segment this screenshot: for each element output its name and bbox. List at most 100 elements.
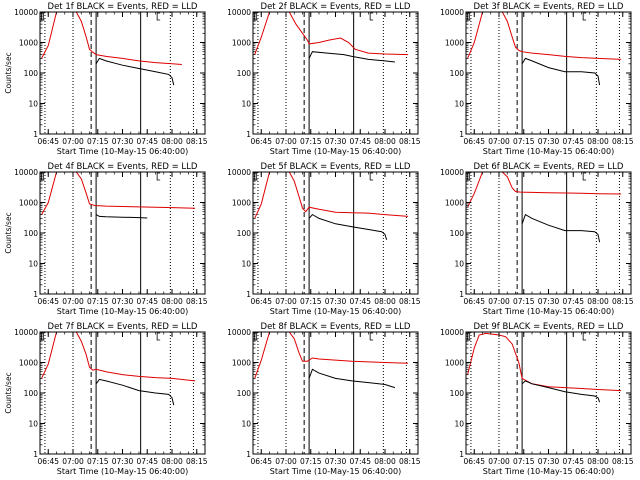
interval-marker — [369, 172, 374, 181]
y-tick-label: 10000 — [440, 328, 464, 337]
interval-marker — [40, 12, 44, 21]
y-axis-label: Counts/sec — [4, 52, 13, 93]
x-tick-label: 07:30 — [112, 297, 134, 306]
x-tick-label: 06:45 — [250, 137, 272, 146]
interval-marker — [156, 172, 161, 181]
lld-series — [254, 332, 409, 379]
x-tick-label: 08:15 — [186, 457, 208, 466]
lld-series — [467, 172, 622, 208]
y-tick-label: 100 — [450, 229, 465, 238]
x-tick-label: 07:00 — [275, 457, 297, 466]
events-series — [95, 214, 148, 219]
x-tick-label: 07:45 — [136, 457, 158, 466]
x-tick-label: 06:45 — [250, 457, 272, 466]
y-tick-label: 10000 — [227, 328, 251, 337]
x-tick-label: 07:45 — [562, 137, 584, 146]
y-axis-label: Counts/sec — [4, 212, 13, 253]
interval-marker — [253, 12, 257, 21]
x-tick-label: 06:45 — [37, 137, 59, 146]
y-tick-label: 10000 — [14, 8, 38, 17]
panel-5: Det 5f BLACK = Events, RED = LLD 1 10 100 10… — [227, 162, 421, 316]
panel-8: Det 8f BLACK = Events, RED = LLD 1 10 100 10… — [227, 322, 421, 476]
panel-title: Det 9f BLACK = Events, RED = LLD — [474, 322, 624, 332]
x-tick-label: 08:15 — [186, 137, 208, 146]
y-tick-label: 10 — [454, 260, 464, 269]
interval-marker — [582, 12, 587, 21]
y-tick-label: 10 — [241, 100, 251, 109]
lld-series — [41, 172, 196, 215]
plot-frame — [252, 171, 419, 295]
interval-marker — [40, 172, 44, 181]
x-tick-label: 06:45 — [463, 457, 485, 466]
x-tick-label: 08:00 — [587, 297, 609, 306]
y-tick-label: 100 — [237, 389, 252, 398]
panel-9: Det 9f BLACK = Events, RED = LLD 1 10 100 10… — [440, 322, 634, 476]
x-tick-label: 07:15 — [513, 297, 535, 306]
x-tick-label: 07:15 — [300, 137, 322, 146]
x-tick-label: 07:15 — [87, 457, 109, 466]
lld-series — [254, 12, 409, 56]
y-tick-label: 100 — [24, 389, 39, 398]
plot-frame — [39, 11, 206, 135]
x-tick-label: 08:15 — [612, 297, 634, 306]
events-series — [521, 380, 601, 403]
plot-frame — [465, 171, 632, 295]
x-axis-label: Start Time (10-May-15 06:40:00) — [57, 147, 188, 156]
lld-series — [41, 332, 196, 382]
y-tick-label: 100 — [237, 69, 252, 78]
x-tick-label: 07:45 — [349, 297, 371, 306]
x-tick-label: 08:15 — [612, 457, 634, 466]
panel-title: Det 2f BLACK = Events, RED = LLD — [261, 2, 411, 12]
events-series — [308, 213, 388, 240]
y-tick-label: 10000 — [440, 8, 464, 17]
x-axis-label: Start Time (10-May-15 06:40:00) — [270, 147, 401, 156]
interval-marker — [369, 12, 374, 21]
x-axis-label: Start Time (10-May-15 06:40:00) — [483, 307, 614, 316]
x-axis-label: Start Time (10-May-15 06:40:00) — [57, 307, 188, 316]
events-series — [521, 213, 601, 243]
y-tick-label: 100 — [237, 229, 252, 238]
x-tick-label: 08:15 — [612, 137, 634, 146]
x-axis-label: Start Time (10-May-15 06:40:00) — [483, 147, 614, 156]
x-tick-label: 07:00 — [488, 457, 510, 466]
plot-frame — [39, 171, 206, 295]
panel-6: Det 6f BLACK = Events, RED = LLD 1 10 100 10… — [440, 162, 634, 316]
x-tick-label: 08:00 — [374, 457, 396, 466]
x-tick-label: 08:15 — [399, 137, 421, 146]
events-series — [95, 57, 175, 86]
lld-series — [467, 332, 622, 392]
y-tick-label: 1000 — [19, 199, 38, 208]
x-tick-label: 07:45 — [349, 137, 371, 146]
y-tick-label: 10 — [28, 100, 38, 109]
x-tick-label: 07:30 — [112, 457, 134, 466]
panel-title: Det 4f BLACK = Events, RED = LLD — [48, 162, 198, 172]
x-tick-label: 07:45 — [136, 137, 158, 146]
y-tick-label: 10 — [454, 420, 464, 429]
lld-series — [467, 12, 622, 60]
x-tick-label: 08:00 — [161, 137, 183, 146]
interval-marker — [466, 172, 470, 181]
x-tick-label: 07:00 — [62, 297, 84, 306]
x-tick-label: 08:00 — [374, 137, 396, 146]
y-tick-label: 1000 — [19, 39, 38, 48]
panel-1: Det 1f BLACK = Events, RED = LLD 1 10 100 10… — [4, 2, 208, 156]
x-tick-label: 08:00 — [587, 457, 609, 466]
x-tick-label: 08:00 — [161, 297, 183, 306]
panel-title: Det 1f BLACK = Events, RED = LLD — [48, 2, 198, 12]
x-tick-label: 07:30 — [538, 137, 560, 146]
x-tick-label: 07:30 — [325, 457, 347, 466]
y-tick-label: 10000 — [227, 168, 251, 177]
panel-title: Det 3f BLACK = Events, RED = LLD — [474, 2, 624, 12]
x-tick-label: 06:45 — [463, 137, 485, 146]
plot-frame — [252, 11, 419, 135]
y-tick-label: 1000 — [445, 39, 464, 48]
y-tick-label: 1000 — [232, 39, 251, 48]
x-tick-label: 07:15 — [300, 457, 322, 466]
events-series — [308, 368, 396, 389]
y-tick-label: 10 — [454, 100, 464, 109]
x-tick-label: 07:45 — [562, 297, 584, 306]
x-axis-label: Start Time (10-May-15 06:40:00) — [270, 307, 401, 316]
x-tick-label: 08:00 — [587, 137, 609, 146]
plot-frame — [39, 331, 206, 455]
x-tick-label: 07:00 — [275, 297, 297, 306]
